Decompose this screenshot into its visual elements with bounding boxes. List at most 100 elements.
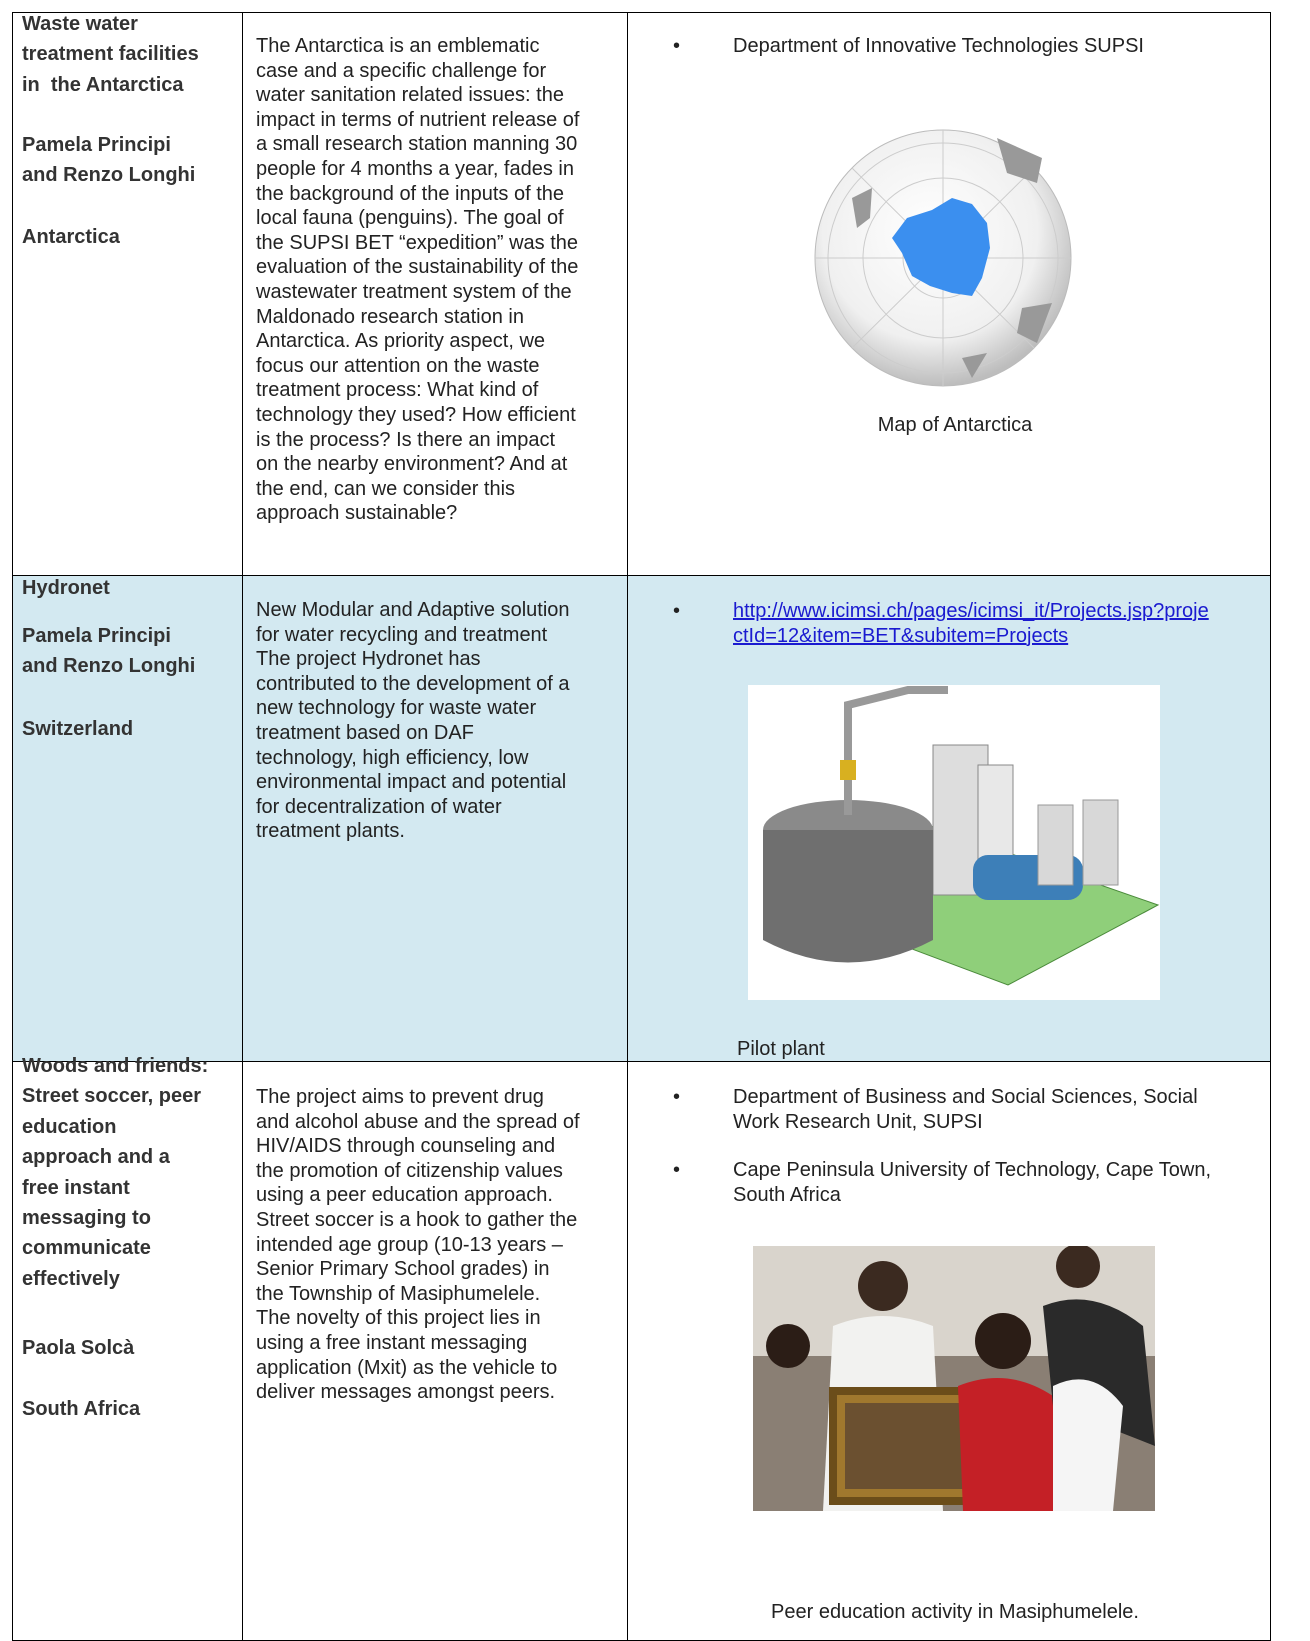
text-line: intended age group (10-13 years – (256, 1233, 563, 1256)
text-line: The project aims to prevent drug (256, 1086, 544, 1108)
text-line: application (Mxit) as the vehicle to (256, 1356, 558, 1379)
image-caption: Map of Antarctica (877, 414, 1033, 436)
image-caption: Pilot plant (737, 1038, 825, 1060)
bullet: • (673, 35, 681, 57)
text-line: The Antarctica is an emblematic (256, 35, 540, 57)
text-line: water sanitation related issues: the (256, 84, 564, 107)
image-caption: Peer education activity in Masiphumelele… (771, 1601, 1139, 1623)
pilot-plant-image (748, 685, 1160, 1000)
text-line: The novelty of this project lies in (256, 1307, 541, 1330)
bullet: • (673, 1159, 681, 1181)
text-line: the promotion of citizenship values (256, 1159, 563, 1182)
project-title: Woods and friends: Street soccer, peer edu… (22, 1051, 208, 1294)
text-line: the background of the inputs of the (256, 182, 564, 205)
partner: Department of Business and Social Scienc… (733, 1085, 1198, 1134)
table-cell (242, 575, 628, 1062)
text-line: HIV/AIDS through counseling and (256, 1135, 556, 1158)
text-line: Maldonado research station in (256, 305, 524, 328)
text-line: South Africa (733, 1183, 841, 1206)
bullet: • (673, 1086, 681, 1108)
text-line: Work Research Unit, SUPSI (733, 1110, 983, 1133)
description: The Antarctica is an emblematic case and … (256, 34, 579, 526)
text-line: Senior Primary School grades) in (256, 1258, 550, 1281)
link: http://www.icimsi.ch/pages/icimsi_it/Pro… (733, 599, 1209, 648)
text-line: new technology for waste water (256, 697, 537, 720)
project-title: Waste water treatment facilities in the An… (22, 9, 199, 100)
text-line: evaluation of the sustainability of the (256, 256, 579, 279)
authors: Pamela Principi and Renzo Longhi (22, 621, 195, 682)
peer-education-photo (753, 1246, 1155, 1511)
text-line: approach and a (22, 1146, 170, 1169)
table-cell (12, 575, 243, 1062)
text-line: free instant (22, 1176, 130, 1199)
text-line: Paola Solcà (22, 1337, 135, 1359)
text-line: wastewater treatment system of the (256, 280, 572, 303)
text-line: in the Antarctica (22, 73, 184, 96)
text-line: people for 4 months a year, fades in (256, 157, 574, 180)
bullet: • (673, 600, 681, 622)
text-line: the SUPSI BET “expedition” was the (256, 231, 579, 254)
table-cell (242, 1061, 628, 1641)
text-line: Waste water (22, 13, 138, 35)
text-line: treatment plants. (256, 820, 405, 843)
text-line: the end, can we consider this (256, 477, 516, 500)
text-line: the Township of Masiphumelele. (256, 1282, 541, 1305)
text-line: is the process? Is there an impact (256, 428, 556, 451)
text-line: case and a specific challenge for (256, 59, 547, 82)
text-line: contributed to the development of a (256, 672, 570, 695)
partner: Cape Peninsula University of Technology,… (733, 1158, 1211, 1207)
text-line: communicate (22, 1237, 151, 1260)
description: New Modular and Adaptive solution for wat… (256, 598, 570, 844)
text-line: Cape Peninsula University of Technology,… (733, 1159, 1212, 1181)
text-line: education (22, 1115, 117, 1138)
text-line: deliver messages amongst peers. (256, 1381, 556, 1404)
table-cell (242, 12, 628, 576)
description: The project aims to prevent drug and alco… (256, 1085, 580, 1405)
text-line: Woods and friends: (22, 1055, 209, 1077)
text-line: impact in terms of nutrient release of (256, 108, 580, 131)
partner: Department of Innovative Technologies SU… (733, 34, 1144, 59)
text-line: for decentralization of water (256, 795, 502, 818)
text-line: treatment based on DAF (256, 721, 474, 744)
text-line: treatment facilities (22, 43, 199, 66)
text-line: and Renzo Longhi (22, 655, 196, 678)
text-line: messaging to (22, 1207, 151, 1230)
table-cell (12, 12, 243, 576)
text-line: environmental impact and potential (256, 771, 567, 794)
text-line: for water recycling and treatment (256, 623, 548, 646)
country: South Africa (22, 1398, 141, 1420)
text-line: and Renzo Longhi (22, 164, 196, 187)
text-line: effectively (22, 1267, 120, 1290)
text-line: technology they used? How efficient (256, 403, 576, 426)
text-line: The project Hydronet has (256, 648, 481, 671)
text-line: approach sustainable? (256, 502, 458, 525)
text-line: Street soccer, peer (22, 1085, 201, 1108)
link-line[interactable]: http://www.icimsi.ch/pages/icimsi_it/Pro… (733, 600, 1209, 622)
text-line: Antarctica. As priority aspect, we (256, 330, 546, 353)
text-line: New Modular and Adaptive solution (256, 599, 570, 621)
text-line: using a free instant messaging (256, 1331, 528, 1354)
text-line: Hydronet (22, 577, 110, 599)
text-line: Street soccer is a hook to gather the (256, 1208, 578, 1231)
country: Antarctica (22, 226, 120, 248)
text-line: a small research station manning 30 (256, 133, 578, 156)
text-line: Pamela Principi (22, 625, 171, 647)
text-line: Department of Innovative Technologies SU… (733, 35, 1144, 57)
text-line: on the nearby environment? And at (256, 453, 568, 476)
text-line: local fauna (penguins). The goal of (256, 207, 564, 230)
text-line: focus our attention on the waste (256, 354, 540, 377)
antarctica-map (814, 129, 1072, 387)
authors: Paola Solcà (22, 1333, 134, 1363)
table-cell (12, 1061, 243, 1641)
text-line: and alcohol abuse and the spread of (256, 1110, 580, 1133)
authors: Pamela Principi and Renzo Longhi (22, 130, 195, 191)
text-line: Department of Business and Social Scienc… (733, 1086, 1198, 1108)
project-title: Hydronet (22, 573, 110, 603)
text-line: Pamela Principi (22, 134, 171, 156)
text-line: technology, high efficiency, low (256, 746, 529, 769)
text-line: treatment process: What kind of (256, 379, 539, 402)
country: Switzerland (22, 718, 134, 740)
text-line: using a peer education approach. (256, 1184, 553, 1207)
link-line[interactable]: ctId=12&item=BET&subitem=Projects (733, 624, 1069, 647)
